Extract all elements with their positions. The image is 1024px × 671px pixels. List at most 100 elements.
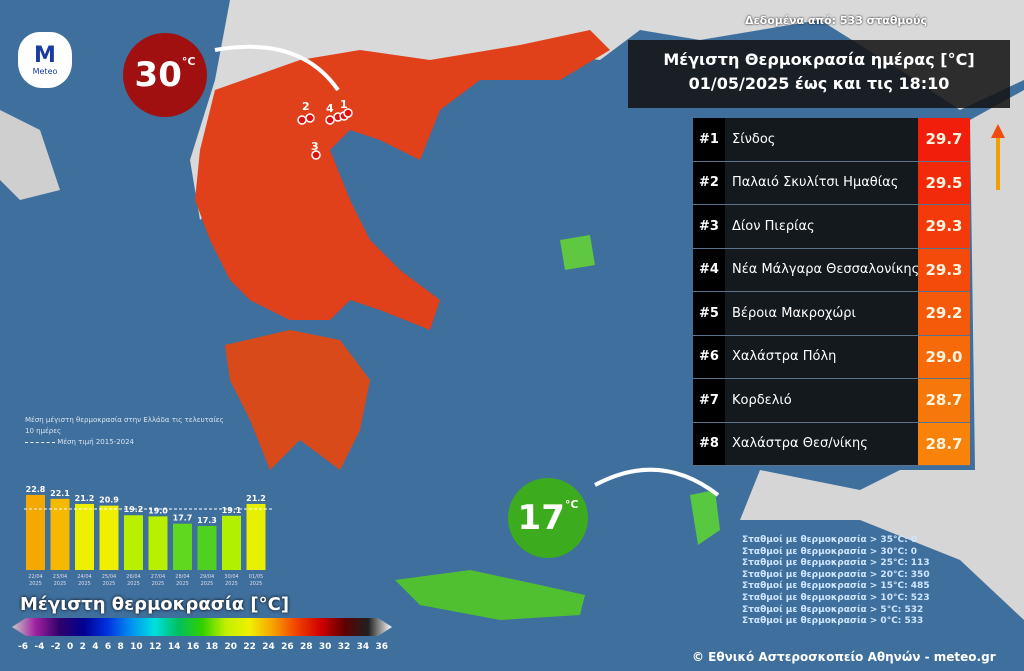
station-temp: 29.0	[918, 335, 970, 378]
bar-chart-title: Μέση μέγιστη θερμοκρασία στην Ελλάδα τις…	[25, 416, 224, 435]
station-name: Χαλάστρα Πόλη	[725, 335, 918, 378]
station-temp: 29.2	[918, 292, 970, 335]
data-source: Δεδομένα από: 533 σταθμούς	[745, 14, 927, 27]
bar	[173, 523, 192, 570]
colorbar-tick: 34	[356, 642, 370, 652]
bar-category-label: 26/04	[126, 574, 140, 580]
bar	[99, 505, 119, 570]
bar-category-label: 2025	[225, 581, 238, 587]
stat-line: Σταθμοί με θερμοκρασία > 20°C: 350	[742, 569, 930, 580]
station-name: Βέροια Μακροχώρι	[725, 292, 918, 335]
bar-category-label: 29/04	[200, 574, 214, 580]
bar-category-label: 30/04	[224, 574, 238, 580]
ranking-row: #3 Δίον Πιερίας 29.3	[693, 205, 970, 249]
station-marker-2: 2	[302, 100, 310, 113]
rhodes	[690, 490, 720, 545]
bar-category-label: 23/04	[53, 574, 67, 580]
bar	[26, 494, 45, 570]
colorbar-tick: 28	[299, 642, 313, 652]
bar-category-label: 2025	[29, 581, 42, 587]
bar-category-label: 2025	[127, 581, 140, 587]
land-turkey	[740, 90, 1024, 620]
rank: #8	[693, 422, 725, 465]
station-marker-3: 3	[311, 140, 319, 153]
bar-value-label: 19.0	[148, 506, 168, 515]
ranking-row: #4 Νέα Μάλγαρα Θεσσαλονίκης 29.3	[693, 248, 970, 292]
station-temp: 29.3	[918, 205, 970, 248]
bar-category-label: 01/05	[249, 574, 263, 580]
colorbar-tick: -4	[34, 642, 45, 652]
colorbar-tick: 16	[186, 642, 200, 652]
max-temp-bubble: 30 °C	[123, 33, 207, 117]
bar-category-label: 2025	[103, 581, 116, 587]
colorbar-tick: 24	[262, 642, 275, 652]
peloponnese	[225, 330, 370, 470]
bar-category-label: 2025	[201, 581, 214, 587]
bar-value-label: 21.2	[246, 494, 266, 503]
rank: #7	[693, 379, 725, 422]
bar-category-label: 22/04	[28, 574, 42, 580]
stat-line: Σταθμοί με θερμοκρασία > 0°C: 533	[742, 616, 924, 627]
ranking-row: #8 Χαλάστρα Θεσ/νίκης 28.7	[693, 422, 970, 466]
colorbar-tick: 36	[375, 642, 388, 652]
stat-line: Σταθμοί με θερμοκρασία > 25°C: 113	[742, 558, 930, 569]
rank: #1	[693, 118, 725, 161]
bar-value-label: 22.8	[26, 485, 46, 494]
colorbar-tick: 26	[281, 642, 294, 652]
bar	[50, 498, 70, 570]
bar-value-label: 19.2	[124, 505, 144, 514]
colorbar-ticks: -6 -4 -2 0 2 4 6 8 10 12 14 16 18 20 22 24 26 28 30 32 34 36	[18, 642, 388, 652]
ranking-row: #7 Κορδελιό 28.7	[693, 379, 970, 423]
station-name: Νέα Μάλγαρα Θεσσαλονίκης	[725, 248, 919, 291]
colorbar-tick: 22	[243, 642, 256, 652]
station-marker-4: 4	[326, 102, 334, 115]
bar-value-label: 20.9	[99, 496, 119, 505]
rank: #3	[693, 205, 725, 248]
bar	[246, 503, 266, 570]
bar-category-label: 25/04	[102, 574, 116, 580]
colorbar-tick: 0	[67, 642, 74, 652]
max-arrow	[214, 44, 340, 92]
station-temp: 28.7	[918, 379, 970, 422]
bar	[222, 515, 241, 570]
bar-category-label: 2025	[176, 581, 189, 587]
station-marker-1: 1	[340, 98, 348, 111]
station-temp: 29.5	[918, 161, 970, 204]
stat-line: Σταθμοί με θερμοκρασία > 15°C: 485	[742, 581, 930, 592]
min-arrow	[594, 467, 720, 497]
colorbar-tick: 8	[117, 642, 124, 652]
bar-value-label: 17.7	[173, 514, 193, 523]
colorbar-title: Μέγιστη θερμοκρασία [°C]	[20, 594, 290, 615]
bar-category-label: 24/04	[77, 574, 91, 580]
colorbar-tick: 20	[224, 642, 237, 652]
bar-value-label: 19.1	[222, 506, 242, 515]
bar-category-label: 2025	[54, 581, 67, 587]
colorbar-tick: 4	[92, 642, 99, 652]
bar	[124, 515, 143, 570]
lesvos	[560, 235, 595, 270]
colorbar-tick: 2	[79, 642, 86, 652]
bar	[197, 525, 217, 570]
station-temp: 28.7	[918, 422, 970, 465]
bar-chart: 22.822/04202522.123/04202521.224/0420252…	[24, 485, 272, 587]
map-date: 01/05/2025 έως και τις 18:10	[688, 74, 950, 93]
stat-line: Σταθμοί με θερμοκρασία > 5°C: 532	[742, 604, 924, 615]
ranking-row: #5 Βέροια Μακροχώρι 29.2	[693, 292, 970, 336]
rank: #5	[693, 292, 725, 335]
colorbar-tick: 30	[318, 642, 332, 652]
bar	[148, 516, 168, 570]
greece-mainland	[195, 30, 610, 330]
colorbar-tick: -6	[18, 642, 28, 652]
colorbar-tick: 10	[130, 642, 143, 652]
station-name: Σίνδος	[725, 118, 918, 161]
colorbar-tick: 12	[148, 642, 162, 652]
station-name: Κορδελιό	[725, 379, 918, 422]
bar-category-label: 2025	[152, 581, 165, 587]
crete	[395, 570, 585, 620]
rank: #2	[693, 161, 725, 204]
bar-chart-legend: Μέση μέγιστη θερμοκρασία στην Ελλάδα τις…	[25, 415, 225, 448]
rank: #4	[693, 248, 725, 291]
map-title: Μέγιστη Θερμοκρασία ημέρας [°C]	[663, 50, 975, 69]
reference-line-label: Μέση τιμή 2015-2024	[57, 438, 135, 446]
station-name: Δίον Πιερίας	[725, 205, 918, 248]
